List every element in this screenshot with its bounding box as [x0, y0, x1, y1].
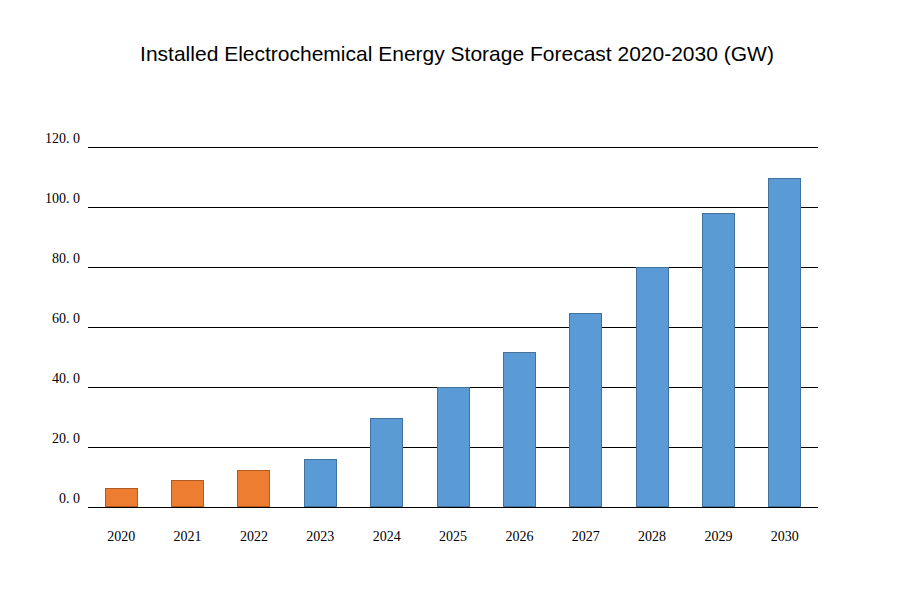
bar-2029: [702, 213, 735, 507]
bar-2020: [105, 488, 138, 507]
x-tick-label-2022: 2022: [221, 529, 287, 545]
x-tick-label-2024: 2024: [354, 529, 420, 545]
bar-chart: Installed Electrochemical Energy Storage…: [0, 0, 914, 606]
y-tick-label-100: 100. 0: [18, 191, 80, 207]
chart-title: Installed Electrochemical Energy Storage…: [0, 42, 914, 66]
y-tick-label-40: 40. 0: [18, 371, 80, 387]
bar-2028: [636, 267, 669, 507]
x-tick-label-2028: 2028: [619, 529, 685, 545]
bar-2026: [503, 352, 536, 507]
x-axis-line: [88, 507, 818, 508]
y-tick-label-60: 60. 0: [18, 311, 80, 327]
x-tick-label-2030: 2030: [752, 529, 818, 545]
x-tick-label-2026: 2026: [486, 529, 552, 545]
x-tick-label-2023: 2023: [287, 529, 353, 545]
x-tick-label-2029: 2029: [685, 529, 751, 545]
x-tick-label-2021: 2021: [154, 529, 220, 545]
gridline-100: [88, 207, 818, 208]
x-tick-label-2020: 2020: [88, 529, 154, 545]
y-tick-label-0: 0. 0: [18, 491, 80, 507]
y-tick-label-20: 20. 0: [18, 431, 80, 447]
bar-2022: [237, 470, 270, 507]
gridline-120: [88, 147, 818, 148]
y-tick-label-80: 80. 0: [18, 251, 80, 267]
bar-2030: [768, 178, 801, 507]
bar-2027: [569, 313, 602, 507]
bar-2024: [370, 418, 403, 507]
bar-2025: [437, 387, 470, 507]
y-tick-label-120: 120. 0: [18, 131, 80, 147]
bar-2023: [304, 459, 337, 507]
x-tick-label-2025: 2025: [420, 529, 486, 545]
bar-2021: [171, 480, 204, 507]
x-tick-label-2027: 2027: [553, 529, 619, 545]
